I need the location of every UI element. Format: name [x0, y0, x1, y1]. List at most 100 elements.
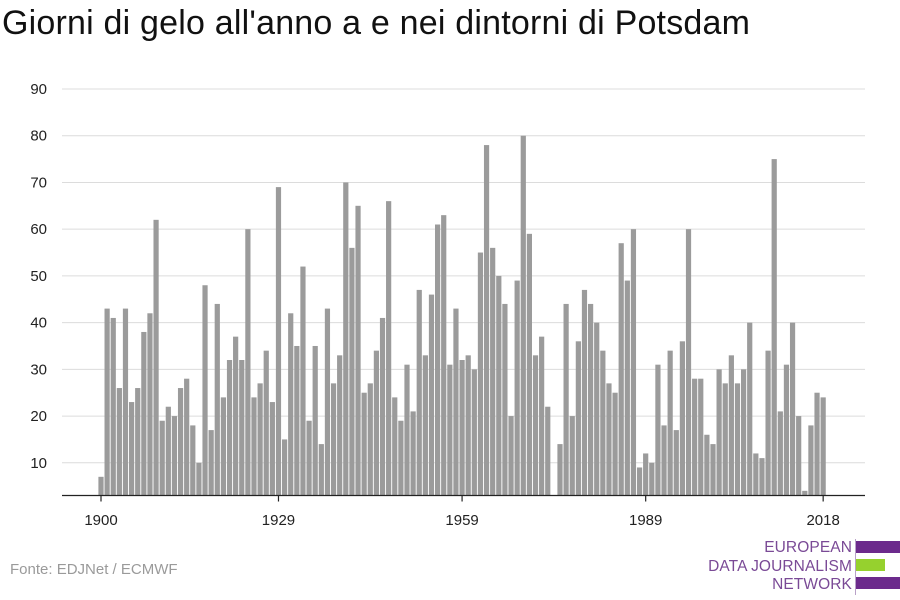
bar-1955 — [435, 224, 441, 496]
x-tick-label-1929: 1929 — [262, 512, 295, 529]
bar-1918 — [208, 430, 214, 496]
bar-1939 — [337, 355, 343, 496]
bar-1993 — [667, 350, 673, 496]
bar-1969 — [520, 135, 526, 496]
bar-1965 — [496, 275, 502, 496]
bar-1958 — [453, 308, 459, 496]
edjnet-logo: EUROPEAN DATA JOURNALISM NETWORK — [700, 539, 900, 595]
bar-2016 — [808, 425, 814, 496]
bar-1919 — [214, 303, 220, 496]
chart-title: Giorni di gelo all'anno a e nei dintorni… — [2, 4, 751, 42]
y-tick-label-60: 60 — [30, 221, 47, 238]
bar-1957 — [447, 364, 453, 496]
bar-1978 — [575, 341, 581, 496]
bar-1981 — [594, 322, 600, 496]
bar-1949 — [398, 420, 404, 496]
bar-1987 — [630, 229, 637, 496]
bar-1904 — [122, 308, 129, 496]
bar-1912 — [171, 416, 178, 496]
bar-1997 — [692, 378, 698, 496]
bar-2013 — [789, 322, 796, 496]
bar-1944 — [367, 383, 373, 496]
bar-1967 — [508, 416, 514, 496]
y-tick-label-90: 90 — [30, 81, 47, 98]
x-tick-label-1989: 1989 — [629, 512, 662, 529]
bar-1982 — [600, 350, 606, 496]
bar-1960 — [465, 355, 471, 496]
bar-2006 — [747, 322, 753, 496]
bar-1913 — [177, 388, 184, 496]
logo-bar-green — [856, 559, 885, 571]
bar-1917 — [202, 285, 208, 496]
x-tick-label-1959: 1959 — [445, 512, 478, 529]
bar-1937 — [324, 308, 331, 496]
bar-1906 — [135, 388, 141, 496]
bar-2005 — [741, 369, 747, 496]
bar-1963 — [483, 145, 490, 496]
bar-1988 — [636, 467, 643, 496]
y-tick-label-70: 70 — [30, 174, 47, 191]
bar-1951 — [410, 411, 416, 496]
bar-2018 — [820, 397, 826, 496]
bar-1927 — [263, 350, 269, 496]
bar-1956 — [441, 215, 447, 496]
bar-1933 — [300, 266, 306, 496]
bar-1938 — [330, 383, 337, 496]
bar-1915 — [190, 425, 196, 496]
bars — [98, 135, 826, 496]
bar-1975 — [557, 444, 563, 496]
bar-1952 — [416, 289, 422, 496]
bar-1989 — [643, 453, 649, 496]
bar-1986 — [624, 280, 630, 496]
bar-1936 — [318, 444, 324, 496]
bar-1959 — [459, 360, 465, 496]
bar-1990 — [649, 462, 655, 496]
y-tick-label-10: 10 — [30, 455, 47, 472]
bar-1995 — [679, 341, 685, 496]
x-tick-label-2018: 2018 — [806, 512, 839, 529]
x-axis-ticks: 1900 1929 1959 1989 2018 — [84, 495, 840, 529]
bar-1934 — [306, 420, 312, 496]
y-axis-ticks: 10 20 30 40 50 60 70 80 90 — [30, 81, 47, 472]
bar-1977 — [569, 416, 575, 496]
bar-1984 — [612, 392, 618, 496]
logo-line-network: NETWORK — [772, 576, 852, 594]
logo-divider — [855, 539, 856, 595]
y-tick-label-30: 30 — [30, 361, 47, 378]
bar-1966 — [502, 303, 508, 496]
bar-1980 — [588, 303, 594, 496]
bar-1914 — [184, 378, 190, 496]
bar-1983 — [606, 383, 612, 496]
bar-1985 — [618, 243, 624, 496]
bar-1911 — [165, 406, 171, 496]
bar-2001 — [716, 369, 722, 496]
y-tick-label-80: 80 — [30, 128, 47, 145]
bar-2008 — [759, 458, 765, 496]
bar-1923 — [239, 360, 245, 496]
bar-1996 — [685, 229, 692, 496]
bar-1999 — [704, 434, 710, 496]
bar-2011 — [777, 411, 783, 496]
bar-1973 — [545, 406, 551, 496]
bar-1909 — [153, 219, 159, 496]
bar-1942 — [355, 205, 361, 496]
bar-2012 — [783, 364, 790, 496]
logo-text: EUROPEAN DATA JOURNALISM NETWORK — [708, 539, 852, 595]
bar-1916 — [196, 462, 202, 496]
bar-1970 — [526, 233, 532, 496]
bar-2004 — [734, 383, 741, 496]
bar-1947 — [386, 201, 392, 496]
source-note: Fonte: EDJNet / ECMWF — [10, 561, 178, 578]
bar-1992 — [661, 425, 667, 496]
y-tick-label-50: 50 — [30, 268, 47, 285]
bar-1908 — [147, 313, 153, 496]
bar-1968 — [514, 280, 520, 496]
bar-1994 — [673, 430, 679, 496]
bar-1900 — [98, 476, 104, 496]
logo-line-european: EUROPEAN — [764, 539, 852, 556]
bar-1902 — [110, 317, 116, 496]
bar-2014 — [796, 416, 802, 496]
bar-1932 — [294, 345, 300, 496]
bar-2002 — [722, 383, 728, 496]
bar-1979 — [581, 289, 588, 496]
